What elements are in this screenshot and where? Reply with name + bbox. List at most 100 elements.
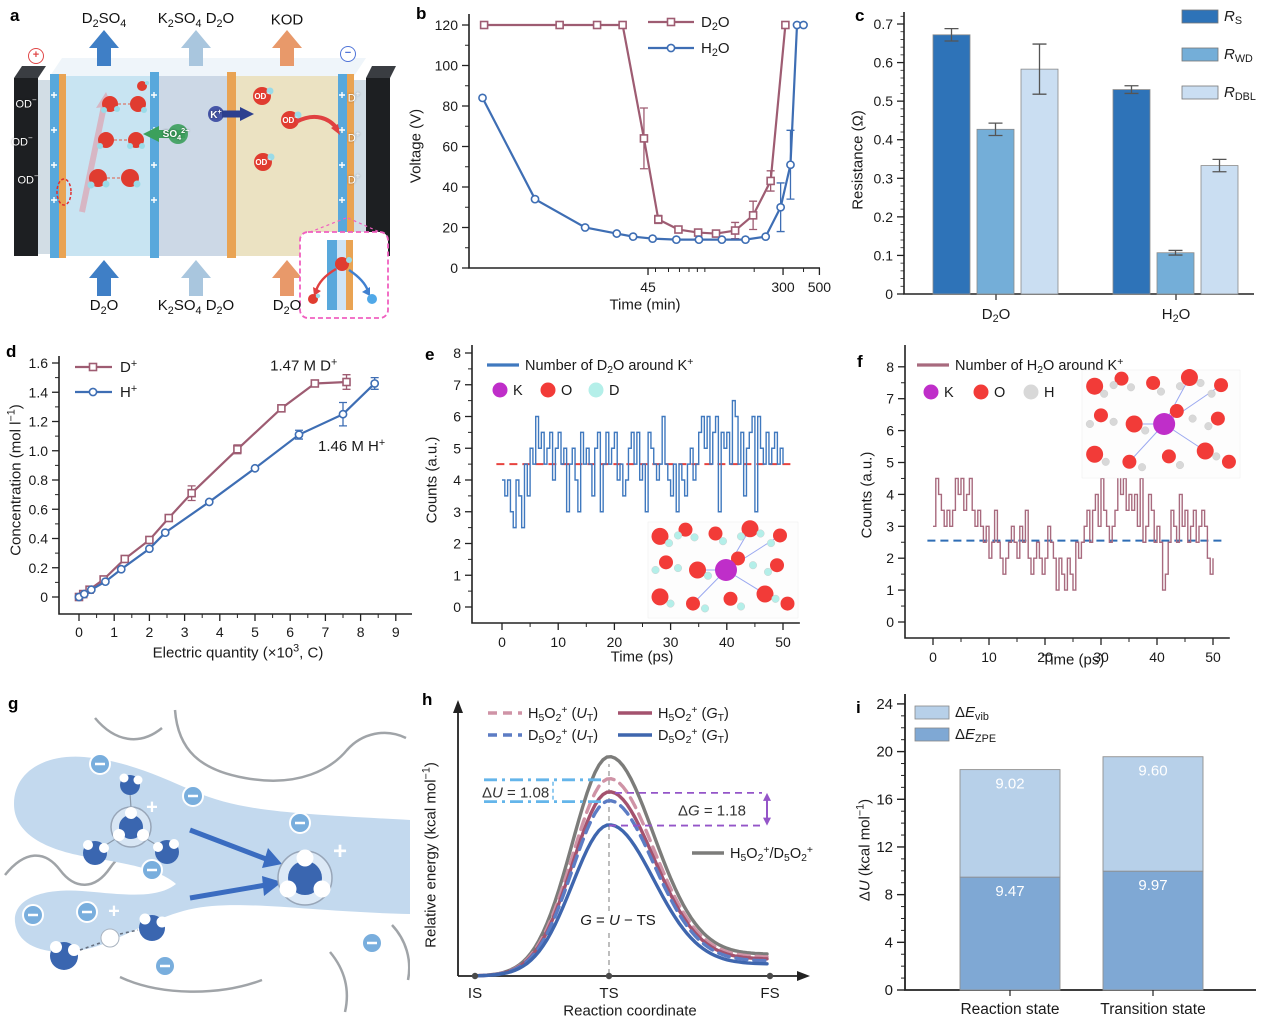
o-atom [1093, 408, 1108, 423]
y-tick-label: 2 [453, 536, 461, 552]
anode-electrode [14, 78, 38, 256]
marker-circle [204, 497, 214, 507]
plus-charge-upper: + [146, 796, 158, 819]
marker-circle [88, 387, 98, 397]
x-tick-label: 50 [775, 634, 791, 650]
h-atom [1100, 389, 1109, 398]
legend-label: D+ [120, 358, 137, 376]
h-atom [1188, 414, 1197, 423]
x-tick-label: 6 [286, 624, 294, 640]
x-tick-label: 4 [216, 624, 224, 640]
legend-label: RS [1224, 8, 1242, 27]
panel-label-c: c [855, 6, 865, 25]
h-atom [764, 567, 773, 576]
marker-square [711, 229, 721, 238]
o-atom [773, 528, 787, 543]
panel-d: d 0 1 2 3 4 5 6 7 8 9 0 0.2 0.4 0.6 0.8 1.0 1.2 1.4 1.6 D+ H… [0, 330, 430, 680]
energy-curve [473, 776, 769, 978]
marker-square [618, 20, 627, 30]
od-sphere-label-3: OD− [255, 157, 271, 167]
y-tick-label: 16 [876, 791, 893, 808]
energy-curve [473, 790, 769, 978]
water-channel [14, 756, 410, 952]
x-tick-label: 20 [607, 634, 623, 650]
panel-b: b 0 20 40 60 80 100 120 45 300 500 D2O H2O Voltage … [400, 0, 840, 330]
legend-swatch [914, 727, 950, 742]
cathode-top [366, 66, 396, 78]
marker-circle [478, 93, 487, 103]
d-ion-label-1: D+ [347, 89, 361, 105]
arrow-in-d2o-left [89, 260, 119, 296]
h-atom [1204, 422, 1213, 431]
y-axis-arrow [453, 700, 463, 713]
h-atom [756, 529, 765, 538]
chamber-base [236, 76, 338, 256]
x-tick-label: 40 [719, 634, 735, 650]
marker-circle [612, 229, 622, 238]
legend-label: D5O2+ (GT) [658, 727, 729, 746]
o-atom [651, 527, 669, 545]
y-tick-label: 4 [453, 472, 461, 488]
marker-circle [79, 589, 89, 599]
axis [904, 345, 1230, 639]
transport-arrow-1 [189, 827, 267, 862]
h-atom [737, 602, 746, 611]
dg-arrow-up [763, 792, 771, 801]
h-atom [1126, 383, 1135, 392]
transport-arrow-2 [189, 882, 267, 901]
legend-swatch [1181, 85, 1219, 100]
h-atom [690, 533, 699, 542]
y-tick-label: 20 [876, 744, 893, 761]
h-atom [1109, 381, 1118, 390]
panel-label-g: g [8, 694, 19, 713]
x-tick-label: 30 [1093, 649, 1109, 665]
y-tick-label: 1 [453, 567, 461, 583]
hydronium-cluster-upper [100, 792, 161, 849]
x-tick-label: 5 [251, 624, 259, 640]
o-atom [659, 555, 673, 570]
arrow-in-d2o-right [272, 260, 302, 296]
reaction-site-ellipse [56, 178, 72, 206]
legend-label: H+ [120, 383, 137, 401]
o-atom [1125, 415, 1143, 433]
o-atom [731, 551, 745, 566]
panel-h: h IS TS FS ΔU = 1.08 ΔG = 1.18 G = U − TS H5O2… [410, 680, 850, 1019]
marker-square [233, 444, 242, 454]
h-atom [1085, 419, 1094, 428]
o-atom [741, 520, 759, 538]
annotation: 1.47 M D+ [270, 356, 337, 374]
x-tick-label: 300 [771, 279, 795, 295]
y-tick-label: 7 [453, 377, 461, 393]
y-tick-label: 20 [442, 220, 458, 236]
marker-circle [628, 232, 638, 242]
atom-legend-dot [923, 384, 939, 400]
legend-label: RDBL [1224, 84, 1256, 103]
atom-legend-label: K [513, 383, 523, 399]
marker-circle [160, 528, 170, 538]
i-y-axis-title: ΔU (kcal mol−1) [854, 798, 874, 902]
recombination-arrow [79, 105, 107, 213]
arrow-up-k2so4 [181, 30, 211, 66]
bar [1020, 68, 1059, 295]
marker-circle [370, 379, 380, 388]
e-x-axis-title: Time (ps) [610, 648, 674, 666]
marker-circle [338, 409, 348, 419]
series-line [78, 380, 347, 598]
y-tick-label: 2 [886, 550, 894, 566]
potassium-ion [208, 106, 224, 122]
h-atom [651, 565, 660, 574]
marker-square [674, 225, 683, 234]
y-tick-label: 60 [442, 139, 458, 155]
atom-legend-dot [973, 384, 989, 400]
hydronium-cluster-right [277, 849, 333, 906]
h-y-axis-title: Relative energy (kcal mol−1) [420, 762, 440, 948]
potassium-label: K+ [210, 106, 222, 122]
y-tick-label: 100 [435, 58, 459, 74]
legend-label: H5O2+/D5O2+ [730, 845, 813, 864]
marker-circle [786, 160, 795, 170]
panel-g: g [0, 680, 411, 1019]
error-bar [1032, 43, 1047, 95]
energy-curve [473, 823, 769, 978]
legend-swatch [914, 705, 950, 720]
